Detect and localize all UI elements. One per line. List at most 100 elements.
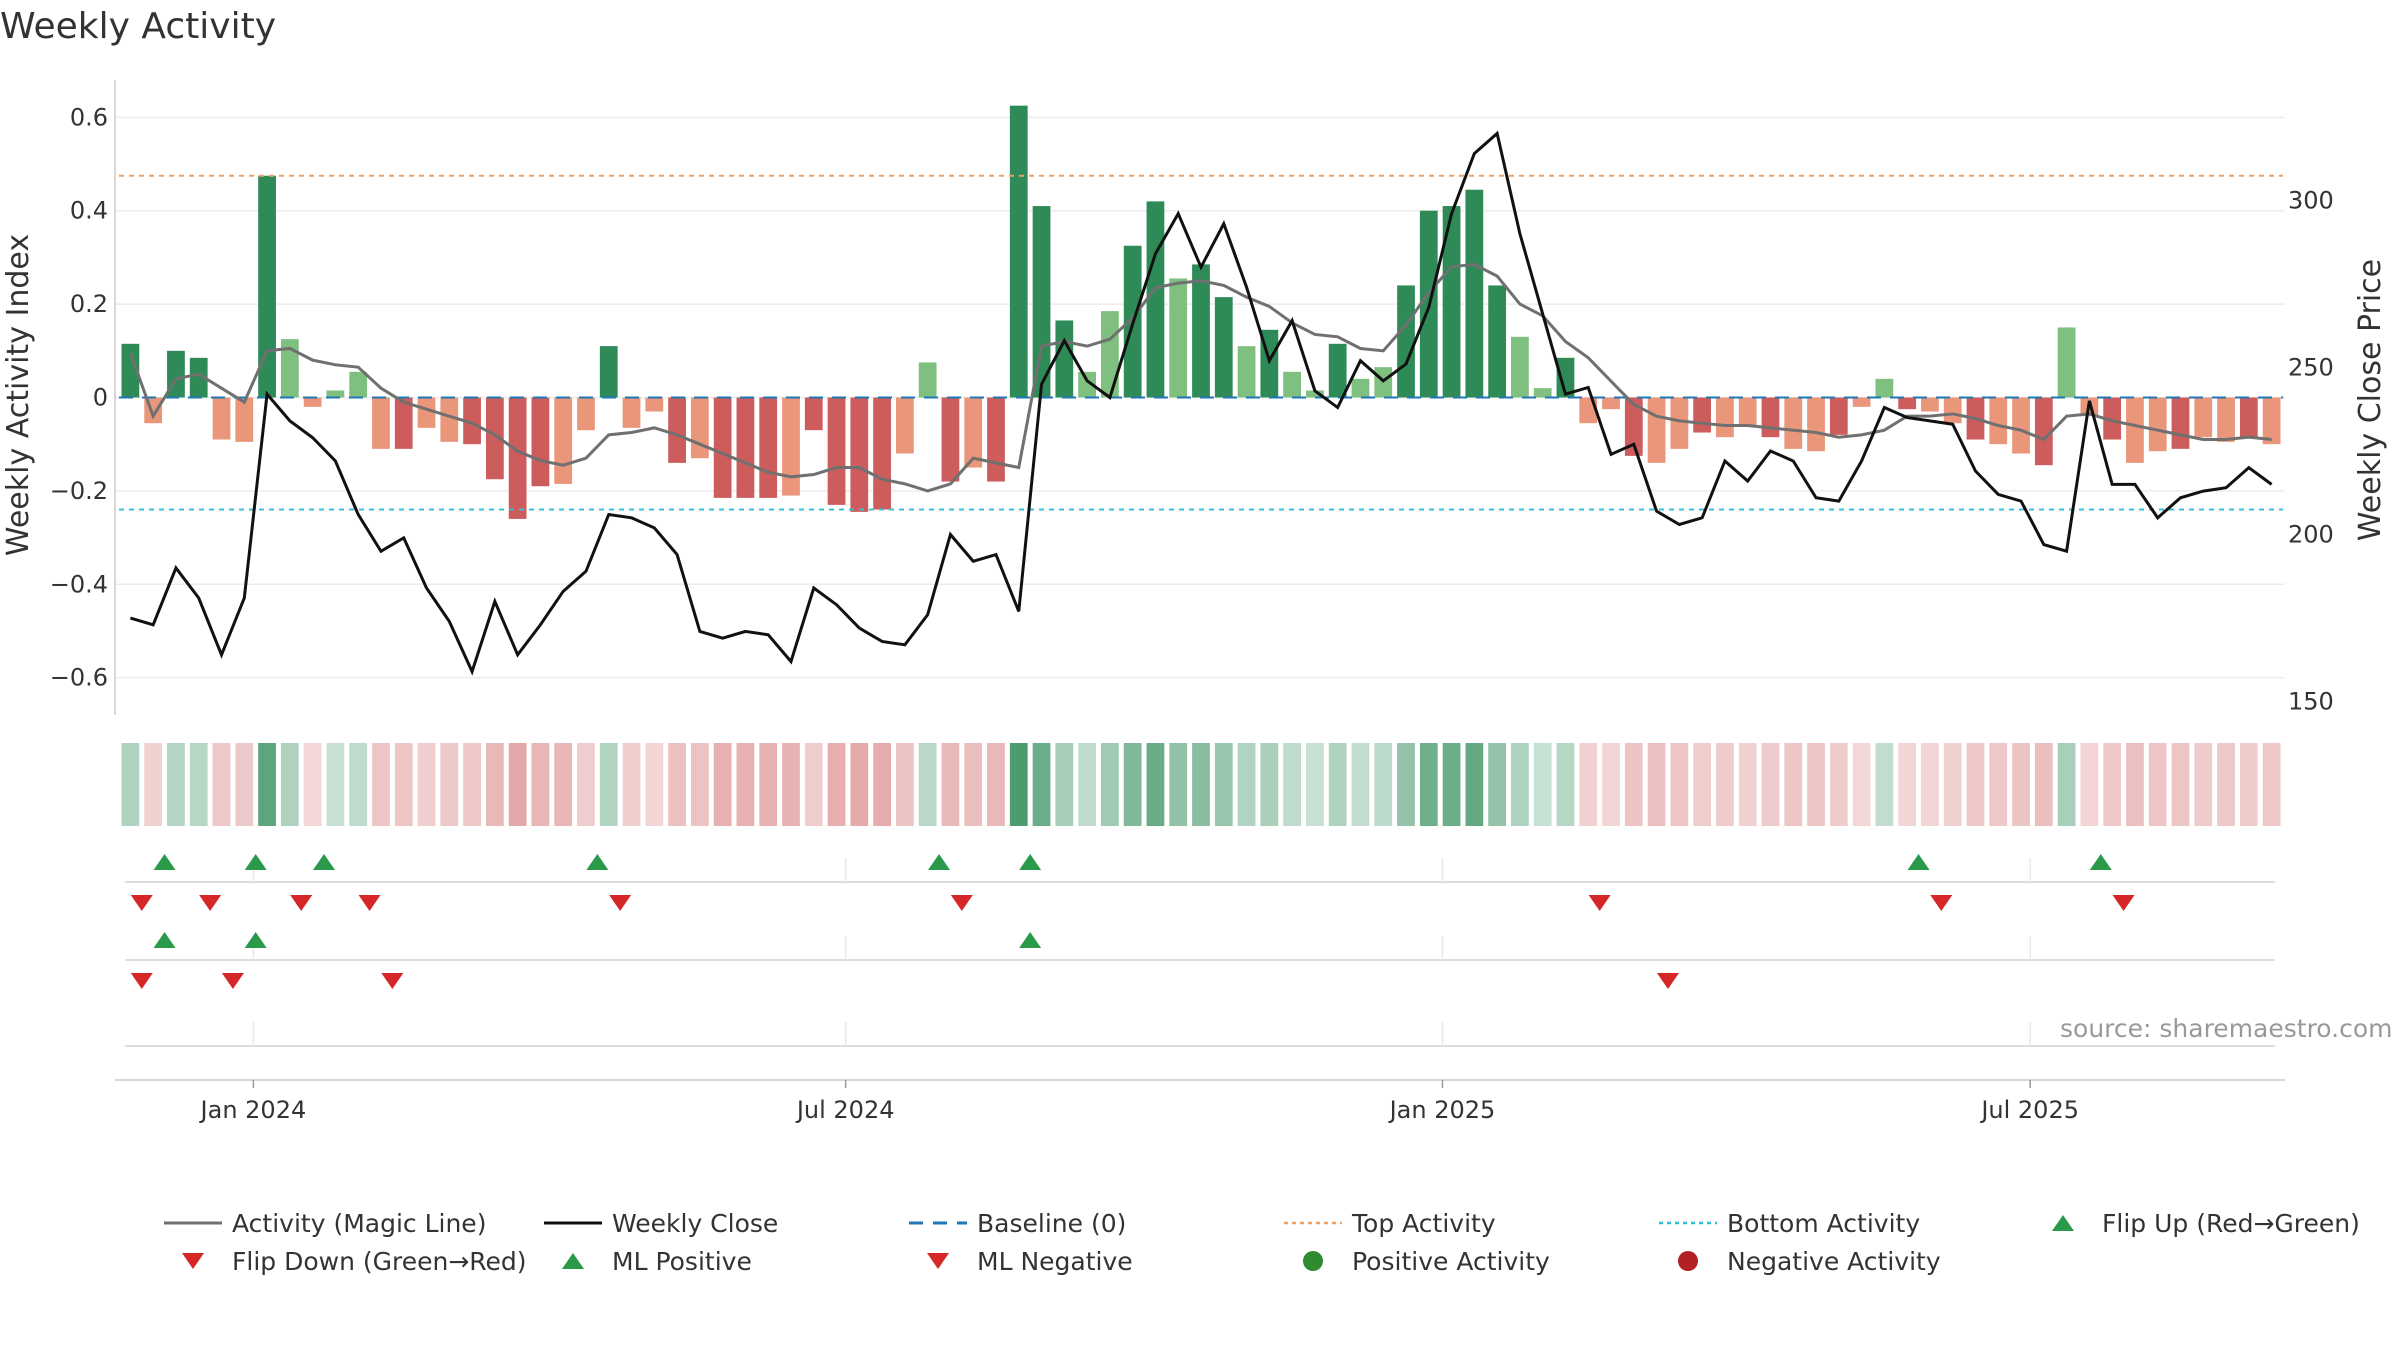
y-tick-label: −0.4 [50,570,108,598]
legend-symbol-up-icon [2030,1205,2096,1241]
activity-bar [1829,397,1848,435]
heat-cell [531,743,550,826]
y-tick-label: −0.2 [50,477,108,505]
heat-cell [1078,743,1096,826]
heat-cell [1442,743,1461,826]
activity-bar [2148,397,2167,452]
flip-up-marker [1907,854,1930,870]
y2-tick-label: 200 [2288,521,2334,549]
heat-cell [1465,743,1484,826]
activity-bar [1442,206,1461,398]
flip-down-marker [1656,973,1679,989]
activity-bar [485,397,504,480]
heat-cell [1784,743,1803,826]
activity-bar [2171,397,2190,449]
activity-bar [1602,397,1620,410]
heat-cell [804,743,823,826]
heat-cell [964,743,983,826]
legend-label: Top Activity [1352,1208,1496,1238]
legend-label: Flip Down (Green→Red) [232,1246,527,1276]
activity-bar [1852,397,1871,407]
heat-cell [1989,743,2008,826]
heat-cell [1807,743,1825,826]
activity-bar [599,346,618,398]
flip-up-marker [244,854,267,870]
activity-bar [1898,397,1917,410]
heat-cell [645,743,664,826]
activity-bar [1761,397,1780,438]
activity-bar [895,397,914,454]
heat-cell [1716,743,1734,826]
activity-bar [1716,397,1734,438]
activity-bar [2239,397,2258,438]
heat-cell [258,743,276,826]
activity-bar [372,397,390,449]
heat-cell [2217,743,2235,826]
activity-bar [1397,285,1415,398]
activity-bar [1146,201,1165,398]
flip-down-marker [609,895,632,911]
heat-cell [2171,743,2190,826]
lines-layer [128,130,2273,676]
heat-cell [1419,743,1438,826]
heat-cell [1602,743,1620,826]
activity-bar [1875,378,1894,398]
heat-cell [1533,743,1552,826]
activity-bar [235,397,254,442]
activity-bar [1989,397,2008,445]
activity-bar [1214,297,1233,398]
heat-cell [463,743,481,826]
heat-cell [485,743,504,826]
activity-bar [1351,378,1370,398]
activity-bar [1078,371,1096,398]
heat-cell [1511,743,1529,826]
activity-bar [1921,397,1939,412]
heat-cell [1169,743,1188,826]
heat-cell [144,743,163,826]
activity-bar [440,397,459,442]
legend-label: Flip Up (Red→Green) [2102,1208,2360,1238]
activity-bar [1055,320,1074,398]
flip-up-marker [244,932,267,948]
legend-item: Negative Activity [1655,1243,1941,1279]
y-tick-label: 0 [93,384,108,412]
heat-cell [827,743,846,826]
heat-cell [850,743,869,826]
activity-bar [1009,105,1028,398]
activity-bar [713,397,732,498]
y-axis-label: Weekly Activity Index [1,234,36,556]
flip-up-marker [153,854,176,870]
activity-bar [508,397,527,519]
activity-bar [622,397,641,428]
activity-bar [1807,397,1825,452]
legend-symbol-dot-icon [1280,1205,1346,1241]
legend-symbol-dash-icon [905,1205,971,1241]
heat-cell [1624,743,1643,826]
heat-cell [1898,743,1917,826]
heat-cell [2103,743,2122,826]
axes: 0.6 0.4 0.2 0 −0.4 −0.2 −0.6 300 250 200 150 Jan 20… [50,80,2334,1124]
legend-label: Positive Activity [1352,1246,1550,1276]
activity-bar [1647,397,1666,463]
activity-bar [2262,397,2281,445]
heat-cell [599,743,618,826]
heat-cell [1146,743,1165,826]
heat-cell [303,743,322,826]
heat-cell [2239,743,2258,826]
activity-bar [326,390,345,398]
heat-cell [2012,743,2030,826]
heat-cell [394,743,413,826]
heat-cell [1488,743,1507,826]
activity-bar [873,397,891,510]
heat-strip [121,743,2281,826]
heat-cell [1328,743,1347,826]
heat-cell [1875,743,1894,826]
heat-cell [782,743,800,826]
flip-up-marker [313,854,336,870]
heat-cell [577,743,595,826]
activity-bar [189,357,208,398]
heat-cell [440,743,459,826]
heat-cell [873,743,891,826]
activity-bar [1511,336,1529,398]
